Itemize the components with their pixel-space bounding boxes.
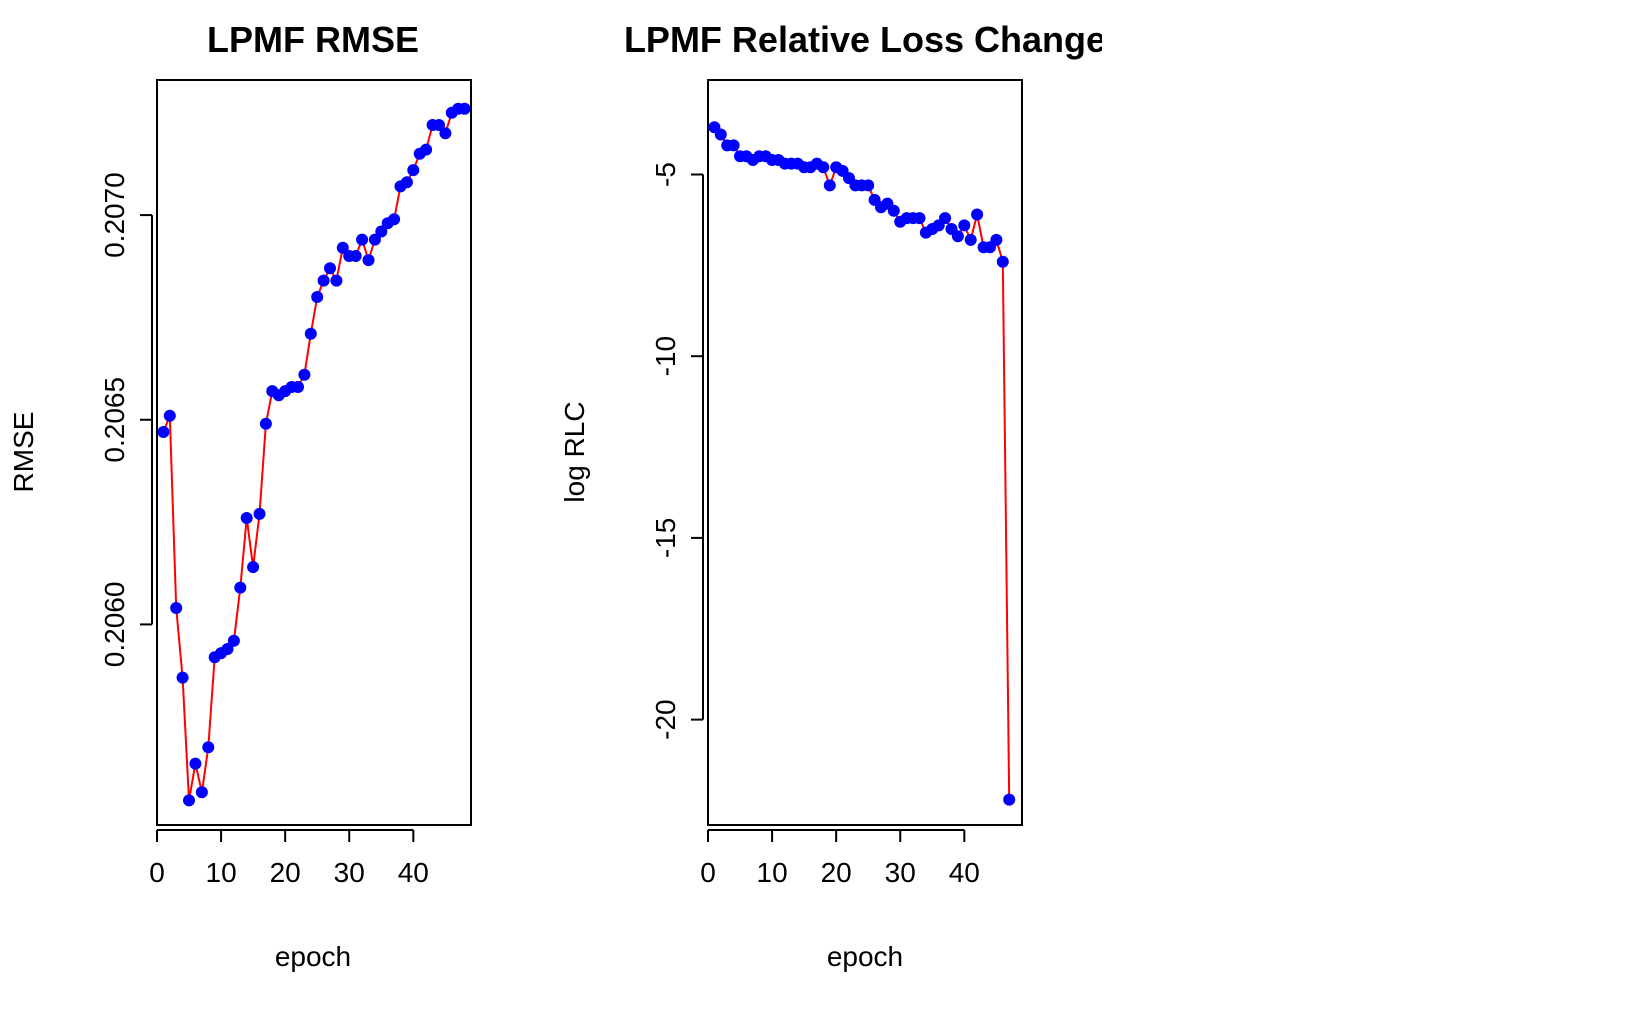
data-point [170, 602, 183, 614]
data-point [183, 794, 195, 807]
data-point [202, 741, 215, 754]
data-point [176, 671, 189, 684]
y-axis-label: RMSE [8, 412, 39, 493]
rmse-panel: LPMF RMSE epoch RMSE 0 10 20 30 40 0.2060 0.20… [8, 19, 472, 972]
series-points-group [157, 102, 471, 807]
x-tick-label: 40 [949, 857, 980, 888]
data-point [311, 291, 324, 303]
data-point [221, 643, 234, 655]
data-point [362, 254, 375, 267]
data-point [259, 417, 272, 430]
data-point [1003, 793, 1016, 806]
data-point [727, 139, 740, 152]
data-point [958, 219, 971, 232]
data-point [317, 274, 330, 287]
x-tick-label: 10 [206, 857, 237, 888]
x-axis-label: epoch [827, 941, 903, 972]
data-point [887, 204, 900, 217]
data-point [349, 250, 362, 262]
data-point [964, 233, 977, 246]
data-point [458, 102, 471, 115]
x-tick-label: 20 [821, 857, 852, 888]
data-point [990, 233, 1003, 246]
data-point [195, 786, 208, 799]
x-tick-label: 10 [757, 857, 788, 888]
data-point [817, 161, 830, 174]
data-point [439, 127, 452, 140]
x-tick-label: 0 [700, 857, 716, 888]
data-point [714, 128, 727, 141]
data-point [189, 757, 202, 770]
series-line [162, 107, 465, 801]
data-point [400, 176, 413, 189]
data-point [157, 426, 170, 438]
data-point [375, 225, 388, 238]
plot-frame [707, 79, 1023, 826]
data-point [292, 381, 304, 393]
data-point [298, 368, 311, 381]
data-point [356, 233, 369, 246]
data-point [336, 241, 349, 254]
y-tick-label: -5 [650, 162, 681, 187]
data-point [951, 230, 964, 243]
data-point [330, 274, 343, 287]
data-point [388, 213, 401, 226]
x-axis-label: epoch [275, 941, 351, 972]
chart-title: LPMF RMSE [207, 19, 419, 60]
plot-frame [156, 79, 472, 826]
data-point [368, 233, 381, 246]
x-tick-label: 30 [885, 857, 916, 888]
data-point [939, 212, 952, 225]
data-point [253, 507, 266, 520]
y-tick-label: 0.2065 [99, 377, 130, 463]
y-tick-label: -15 [650, 518, 681, 558]
data-point [227, 634, 240, 647]
y-tick-label: -20 [650, 699, 681, 739]
rlc-panel: LPMF Relative Loss Change epoch log RLC … [559, 19, 1106, 972]
data-point [420, 143, 433, 156]
data-point [163, 409, 176, 422]
data-point [996, 255, 1009, 268]
data-point [913, 212, 926, 225]
y-tick-label: 0.2070 [99, 172, 130, 258]
data-point [247, 561, 260, 574]
x-tick-label: 30 [334, 857, 365, 888]
x-tick-label: 20 [270, 857, 301, 888]
axes: 0 10 20 30 40 0.2060 0.2065 0.2070 [99, 172, 429, 888]
series-line-group [162, 107, 465, 801]
axes: 0 10 20 30 40 -20 -15 -10 -5 [650, 162, 980, 888]
data-point [971, 208, 984, 221]
data-point [823, 179, 836, 192]
data-point [234, 581, 247, 594]
data-point [304, 327, 317, 340]
x-tick-label: 40 [398, 857, 429, 888]
data-point [407, 164, 420, 177]
data-point [433, 119, 445, 131]
data-point [240, 512, 253, 524]
data-point [862, 179, 875, 192]
y-tick-label: 0.2060 [99, 582, 130, 668]
chart-title: LPMF Relative Loss Change [624, 19, 1106, 60]
data-point [324, 262, 336, 275]
y-tick-label: -10 [650, 336, 681, 376]
y-axis-label: log RLC [559, 401, 590, 502]
series-points-group [708, 121, 1016, 806]
x-tick-label: 0 [149, 857, 165, 888]
